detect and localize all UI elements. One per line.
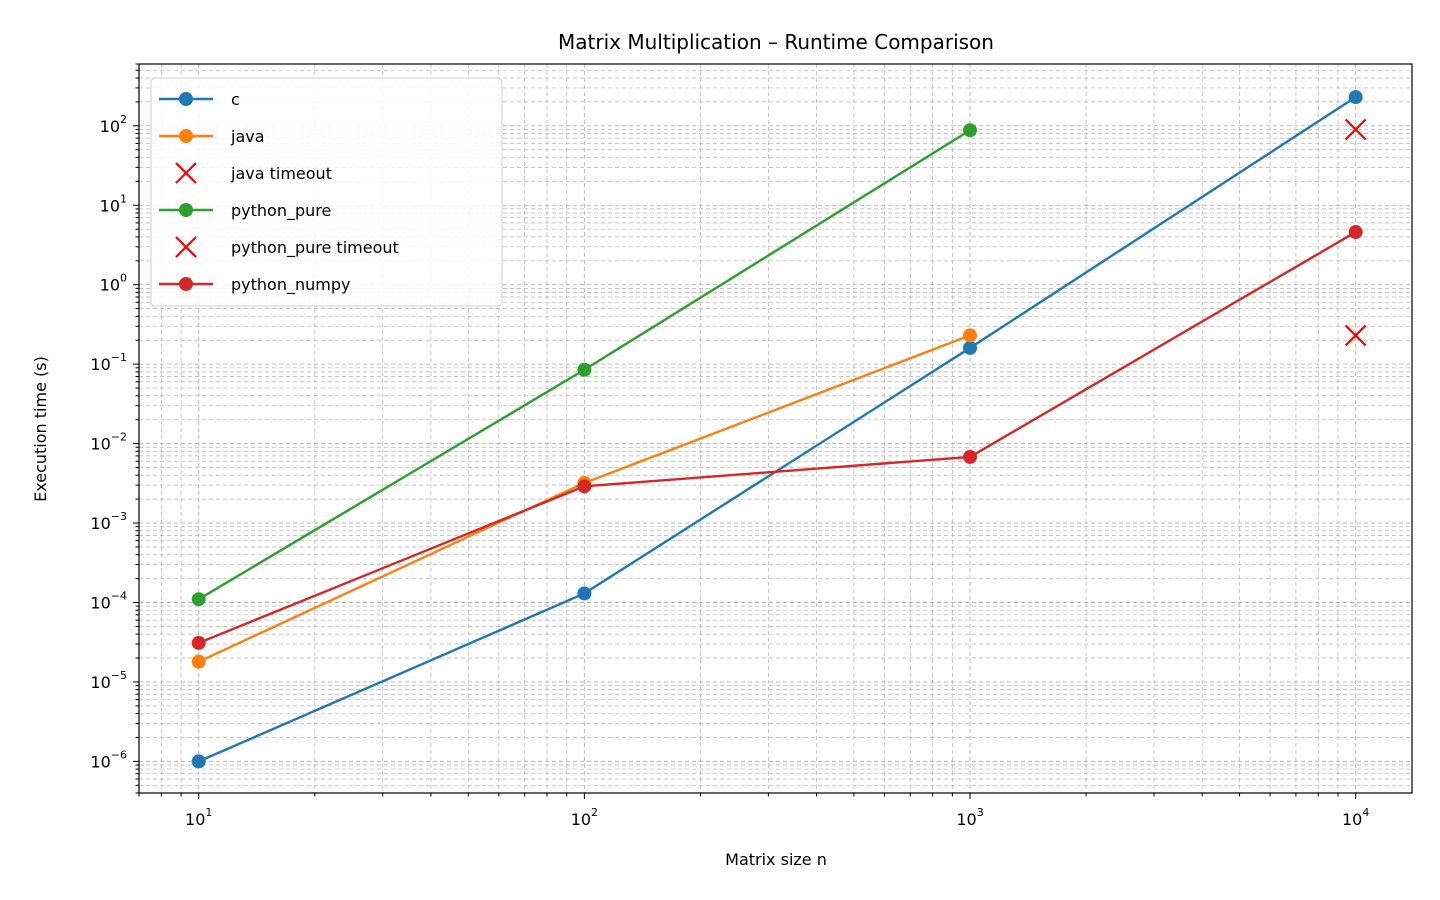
legend-entry-python-pure: python_pure [159, 201, 331, 221]
x-tick-label: 102 [571, 806, 598, 829]
y-tick-label: 10−5 [90, 669, 127, 692]
data-point-python-pure [577, 362, 592, 377]
series-group [191, 90, 1367, 769]
y-tick-label: 10−1 [90, 351, 127, 374]
series-python-pure [191, 123, 978, 607]
legend-entry-java: java [159, 127, 265, 146]
data-point-c [1348, 90, 1363, 105]
y-tick-label: 100 [100, 272, 127, 295]
plot-frame [138, 63, 1413, 794]
data-point-python-numpy [963, 449, 978, 464]
legend-x-swatch [175, 162, 197, 184]
legend-entry-python-numpy: python_numpy [159, 275, 350, 295]
ticks: 101 102 103 104 10−6 10−5 10−4 10−3 10−2 10−1 100 1… [90, 63, 1369, 829]
timeout-marker-python-pure-timeout [1344, 324, 1367, 347]
legend-entry-c: c [159, 90, 240, 109]
series-line-python-numpy [198, 231, 1357, 645]
legend-label: python_pure timeout [231, 238, 399, 258]
y-tick-label: 10−6 [90, 748, 127, 771]
data-point-python-numpy [191, 635, 206, 650]
data-point-python-numpy [1348, 225, 1363, 240]
series-java-timeout [1344, 118, 1367, 141]
legend-label: java [230, 127, 265, 146]
data-point-python-numpy [577, 479, 592, 494]
data-point-python-pure [963, 123, 978, 138]
legend-entry-python-pure-timeout: python_pure timeout [175, 236, 399, 258]
y-tick-label: 10−2 [90, 431, 127, 454]
legend-box [150, 77, 503, 307]
legend-x-swatch [175, 236, 197, 258]
timeout-marker-java-timeout [1344, 118, 1367, 141]
x-tick-label: 103 [956, 806, 983, 829]
data-point-java [191, 654, 206, 669]
y-tick-label: 101 [100, 192, 127, 215]
data-point-java [963, 328, 978, 343]
x-tick-label: 101 [185, 806, 212, 829]
y-axis-label: Execution time (s) [31, 356, 50, 502]
data-point-c [963, 340, 978, 355]
legend-marker-swatch [179, 277, 193, 291]
series-python-numpy [191, 225, 1363, 650]
x-tick-label: 104 [1342, 806, 1369, 829]
y-tick-label: 10−3 [90, 510, 127, 533]
data-point-c [577, 586, 592, 601]
data-point-c [191, 754, 206, 769]
legend-label: python_pure [231, 201, 331, 221]
legend-marker-swatch [179, 92, 193, 106]
legend-marker-swatch [179, 129, 193, 143]
chart-title: Matrix Multiplication – Runtime Comparis… [558, 30, 994, 54]
legend-marker-swatch [179, 203, 193, 217]
y-tick-label: 102 [100, 113, 127, 136]
legend-entry-java-timeout: java timeout [175, 162, 332, 184]
y-tick-label: 10−4 [90, 589, 127, 612]
legend-label: c [231, 90, 240, 109]
x-axis-label: Matrix size n [725, 850, 827, 869]
legend: c java java timeout python_pure python_pure … [150, 77, 503, 307]
series-python-pure-timeout [1344, 324, 1367, 347]
legend-label: python_numpy [231, 275, 350, 295]
legend-label: java timeout [230, 164, 332, 183]
data-point-python-pure [191, 592, 206, 607]
